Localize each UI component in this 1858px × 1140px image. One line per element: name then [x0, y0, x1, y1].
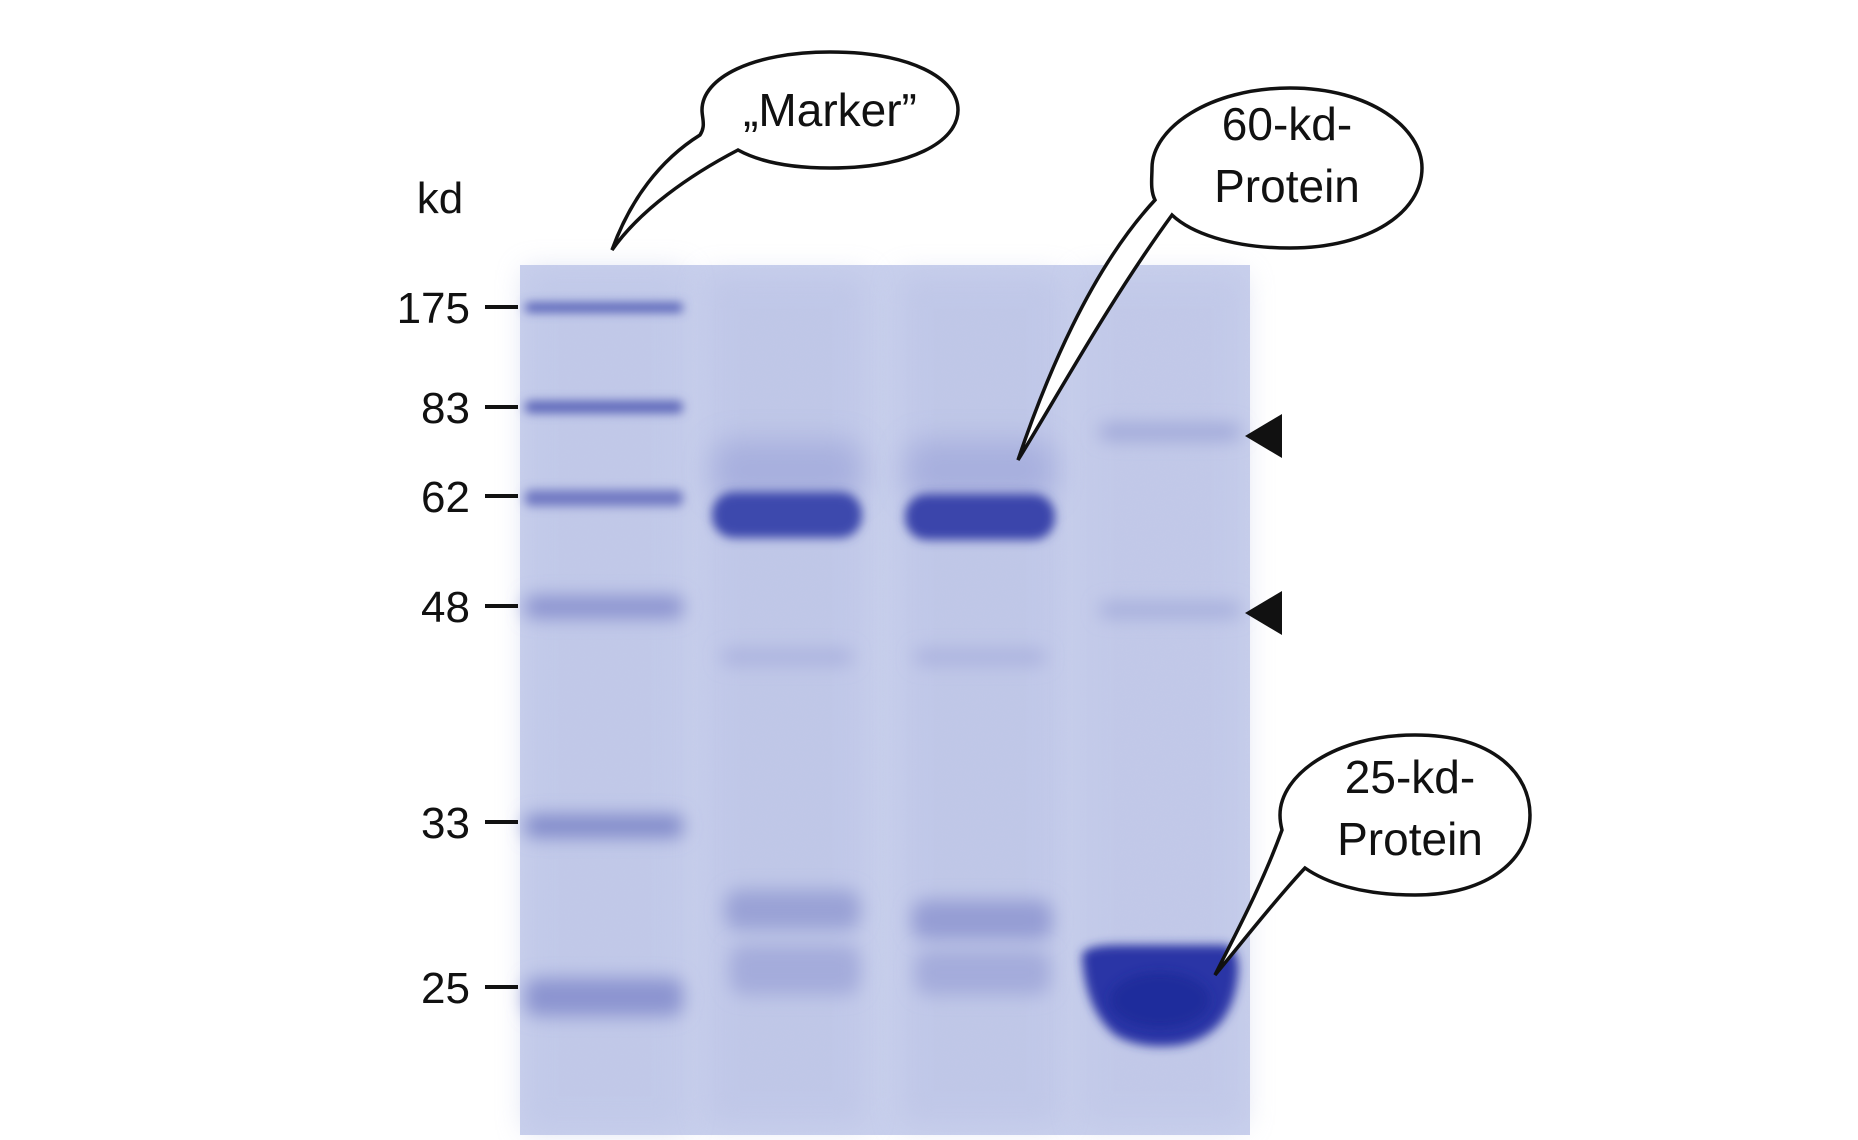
lane-2-band-minor-2: [725, 890, 860, 930]
mw-label: 25: [421, 964, 470, 1013]
lane-2-band-minor: [722, 650, 852, 664]
speech-bubble: [1016, 86, 1424, 461]
callout-60kd-line1: 60-kd-: [1222, 98, 1352, 150]
gel: [520, 265, 1250, 1135]
lane-3-band-minor: [915, 650, 1045, 664]
callout-25kd-line1: 25-kd-: [1345, 751, 1475, 803]
lane-4: [1080, 275, 1245, 1125]
lane-2-haze: [712, 440, 862, 500]
mw-label: 33: [421, 799, 470, 848]
lane-3: [900, 275, 1060, 1125]
lane-smear: [706, 275, 866, 1125]
lane-3-band-60kd: [905, 494, 1055, 540]
arrowhead-upper: [1245, 414, 1282, 458]
lane-smear: [900, 275, 1060, 1125]
callout-25kd: 25-kd- Protein: [1213, 733, 1532, 977]
lane-3-band-minor-2: [912, 900, 1052, 940]
mw-axis: kd 175 83 62 48 33 25: [397, 174, 518, 1013]
mw-33: 33: [421, 799, 518, 848]
speech-bubble: [610, 50, 960, 252]
lane-3-band-minor-3: [915, 950, 1050, 995]
mw-48: 48: [421, 583, 518, 632]
mw-175: 175: [397, 284, 518, 333]
axis-unit-label: kd: [417, 174, 463, 223]
callout-marker: „Marker”: [610, 50, 960, 252]
callout-25kd-line2: Protein: [1337, 813, 1483, 865]
lane-3-haze: [905, 440, 1055, 500]
marker-band-48: [525, 596, 683, 618]
marker-band-83: [525, 401, 683, 413]
marker-band-25: [525, 978, 683, 1016]
marker-band-33: [525, 815, 683, 837]
callout-60kd-line2: Protein: [1214, 160, 1360, 212]
lane-2-band-60kd: [712, 492, 862, 538]
lane-marker: [525, 270, 685, 1130]
mw-label: 48: [421, 583, 470, 632]
lane-4-band-upper: [1100, 425, 1240, 439]
lane-2: [706, 275, 866, 1125]
mw-25: 25: [421, 964, 518, 1013]
mw-label: 83: [421, 384, 470, 433]
lane-4-band-core: [1110, 972, 1210, 1028]
callout-marker-text: „Marker”: [743, 84, 917, 136]
mw-83: 83: [421, 384, 518, 433]
speech-bubble: [1213, 733, 1532, 977]
callout-60kd: 60-kd- Protein: [1016, 86, 1424, 461]
marker-band-62: [525, 490, 683, 506]
mw-label: 62: [421, 473, 470, 522]
arrowhead-lower: [1245, 591, 1282, 635]
marker-band-175: [525, 303, 683, 312]
mw-label: 175: [397, 284, 470, 333]
mw-62: 62: [421, 473, 518, 522]
lane-4-band-middle: [1100, 603, 1240, 617]
lane-2-band-minor-3: [730, 945, 860, 995]
